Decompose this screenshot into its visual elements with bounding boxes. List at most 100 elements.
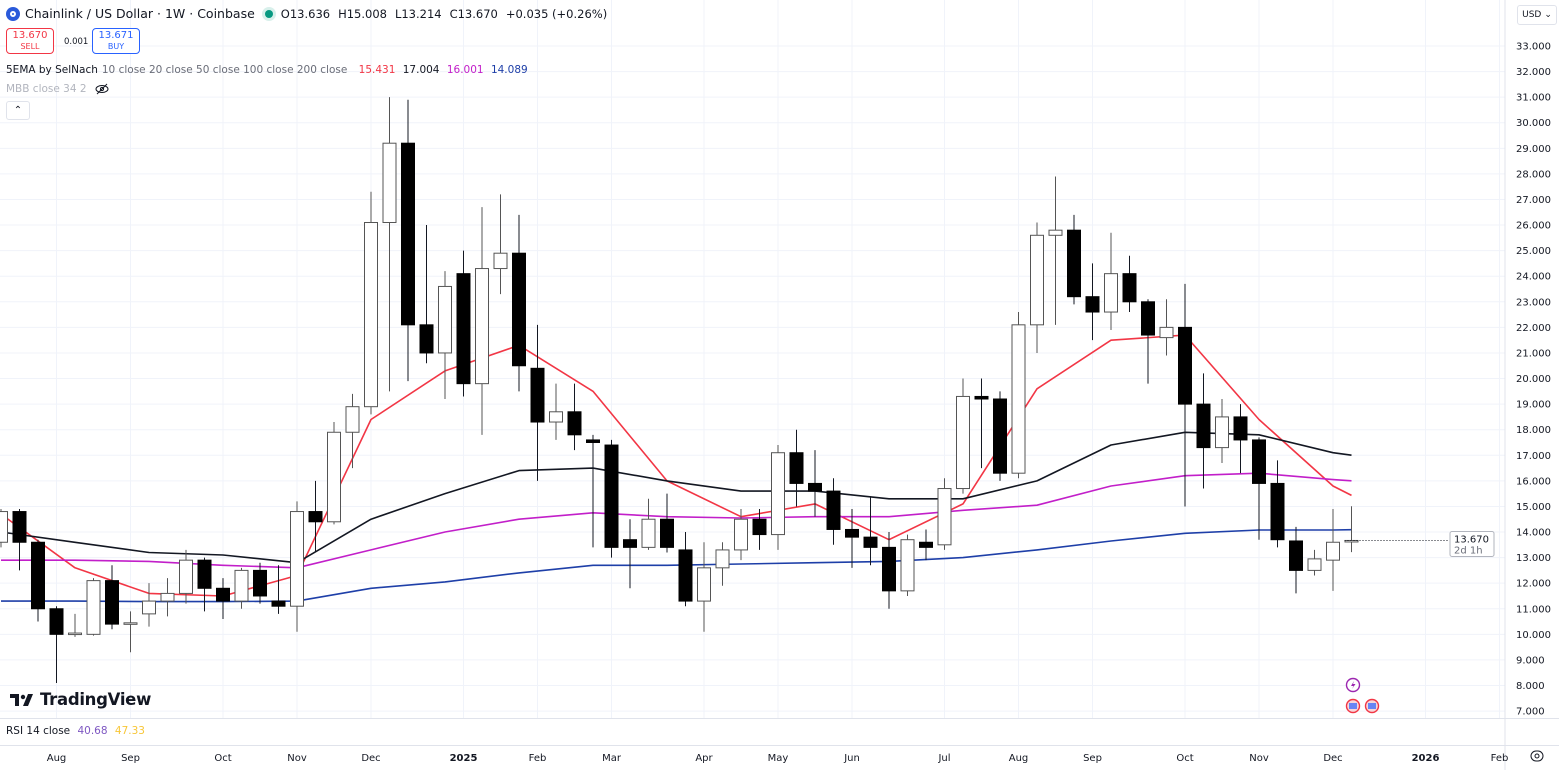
candle-body-up: [493, 252, 508, 270]
collapse-legend-button[interactable]: ⌃: [6, 101, 30, 120]
time-tick-label: May: [768, 753, 789, 764]
time-tick-label: Aug: [1009, 753, 1029, 764]
candle: [1289, 526, 1303, 594]
tradingview-wordmark: TradingView: [40, 690, 152, 709]
candle: [271, 565, 286, 614]
ema-indicator-name: 5EMA by SelNach: [6, 64, 98, 76]
currency-selector[interactable]: USD ⌄: [1517, 5, 1557, 25]
candle: [1307, 549, 1322, 576]
price-tick-label: 30.000: [1516, 118, 1551, 129]
candle-body-up: [234, 569, 249, 602]
candle-body-down: [530, 367, 545, 423]
time-axis[interactable]: Aug Sep Oct Nov Dec 2025 Feb Mar Apr May Jun Jul Aug…: [47, 753, 1509, 764]
symbol-title[interactable]: Chainlink / US Dollar · 1W · Coinbase: [25, 6, 255, 21]
candle: [586, 434, 600, 548]
candle-body-down: [919, 541, 933, 548]
candle-body-up: [142, 600, 156, 615]
candle-body-up: [1326, 541, 1340, 561]
price-tick-label: 7.000: [1516, 707, 1545, 718]
eye-off-icon[interactable]: [95, 83, 109, 95]
sell-button[interactable]: 13.670 SELL: [6, 28, 54, 54]
candle-body-down: [1270, 482, 1285, 541]
candle-body-down: [678, 549, 693, 602]
tradingview-logo[interactable]: TradingView: [10, 690, 151, 709]
candle-body-up: [475, 268, 489, 385]
price-tick-label: 14.000: [1516, 528, 1551, 539]
candle-body-down: [308, 511, 323, 523]
candle-body-down: [808, 482, 822, 492]
candle: [660, 493, 674, 553]
rsi-indicator-legend[interactable]: RSI 14 close 40.68 47.33: [6, 725, 149, 737]
tradingview-logo-icon: [10, 693, 33, 706]
candle-body-down: [31, 541, 45, 610]
close-value: C13.670: [449, 7, 498, 21]
time-tick-label: Mar: [602, 753, 622, 764]
candle: [68, 613, 82, 637]
candle: [919, 529, 933, 561]
candle-body-up: [1215, 416, 1229, 449]
candle: [771, 445, 785, 550]
candle-body-up: [68, 632, 82, 636]
candle: [956, 378, 970, 494]
candle-body-down: [1252, 439, 1266, 484]
candle-body-up: [345, 406, 360, 433]
candle: [364, 191, 378, 415]
candle: [1196, 373, 1211, 489]
candle: [974, 378, 989, 469]
price-tick-label: 19.000: [1516, 400, 1551, 411]
candle: [1215, 399, 1229, 463]
candle: [197, 557, 212, 612]
candle-body-down: [1196, 403, 1211, 449]
candle: [900, 534, 915, 596]
candle: [123, 611, 138, 653]
candle-body-down: [49, 608, 64, 635]
candle-body-up: [1307, 558, 1322, 571]
price-tick-label: 31.000: [1516, 93, 1551, 104]
price-tick-label: 26.000: [1516, 221, 1551, 232]
chevron-up-icon: ⌃: [13, 105, 23, 116]
candle-body-up: [956, 395, 970, 490]
ema-indicator-legend[interactable]: 5EMA by SelNach 10 close 20 close 50 clos…: [6, 64, 532, 76]
candle-body-down: [105, 580, 119, 625]
time-tick-label: Sep: [1083, 753, 1102, 764]
candle-body-down: [826, 490, 841, 530]
candle: [1159, 299, 1174, 356]
candle: [142, 583, 156, 627]
candle: [438, 271, 452, 400]
candle: [86, 578, 101, 636]
buy-label: BUY: [107, 42, 125, 51]
candle: [715, 542, 730, 586]
candle: [12, 508, 27, 571]
candle: [549, 383, 563, 440]
candle-body-up: [734, 518, 748, 551]
candle-body-up: [771, 452, 785, 536]
chart-settings-icon[interactable]: [1530, 750, 1544, 762]
candle: [1085, 263, 1100, 341]
candle: [475, 207, 489, 435]
candle: [216, 578, 230, 619]
last-price-label: 13.670 2d 1h: [1344, 530, 1495, 557]
candle: [31, 539, 45, 622]
change-value: +0.035 (+0.26%): [505, 7, 608, 21]
candle: [253, 562, 267, 604]
price-tick-label: 8.000: [1516, 681, 1545, 692]
candle-body-down: [604, 444, 619, 548]
time-tick-label: 2026: [1412, 753, 1440, 764]
market-status-icon[interactable]: [264, 9, 273, 18]
symbol-header[interactable]: Chainlink / US Dollar · 1W · Coinbase O1…: [6, 6, 611, 21]
candle-body-down: [253, 569, 267, 597]
time-tick-label: Apr: [695, 753, 713, 764]
price-axis[interactable]: 7.000 8.000 9.000 10.000 11.000 12.000 13.000 1…: [1516, 42, 1551, 718]
candle-body-up: [549, 411, 563, 423]
pane-separator[interactable]: [0, 718, 1559, 719]
candle: [327, 422, 341, 525]
buy-button[interactable]: 13.671 BUY: [92, 28, 140, 54]
price-tick-label: 17.000: [1516, 451, 1551, 462]
candle-body-down: [882, 546, 896, 592]
event-icons[interactable]: [1345, 677, 1380, 714]
price-tick-label: 10.000: [1516, 630, 1551, 641]
mbb-indicator-legend[interactable]: MBB close 34 2: [6, 83, 109, 95]
ema50-value: 16.001: [446, 64, 484, 76]
